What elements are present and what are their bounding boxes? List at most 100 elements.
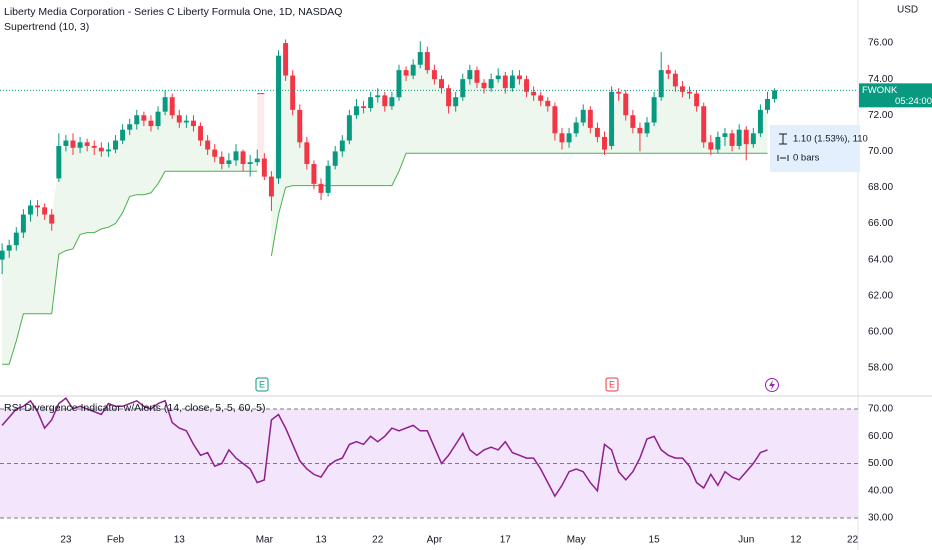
- trend-fill: [271, 58, 768, 257]
- candle-body: [417, 52, 423, 65]
- candle-body: [311, 163, 317, 184]
- event-earnings-1[interactable]: E: [255, 377, 269, 392]
- candle-body: [113, 140, 118, 150]
- candle-body: [283, 43, 289, 76]
- price-tag-box: [859, 83, 932, 108]
- candle-body: [623, 93, 629, 116]
- candle-body: [98, 147, 104, 152]
- candle-body: [226, 160, 232, 164]
- candle-body: [361, 106, 367, 109]
- candle-body: [460, 79, 466, 98]
- candle-body: [162, 97, 168, 112]
- candle-body: [687, 91, 693, 94]
- candle-body: [35, 205, 41, 208]
- y-tick-label: 66.00: [868, 218, 893, 229]
- x-tick-label: 13: [315, 535, 327, 546]
- y-tick-label: 70.00: [868, 146, 893, 157]
- candle-body: [403, 70, 409, 76]
- candle-body: [198, 126, 204, 141]
- trend-fill: [2, 104, 258, 365]
- y-tick-label: 60.00: [868, 431, 893, 442]
- candle-body: [63, 140, 69, 146]
- candle-body: [446, 88, 452, 107]
- candle-body: [389, 97, 395, 107]
- candle-body: [169, 97, 175, 116]
- candle-body: [325, 165, 331, 193]
- y-tick-label: 58.00: [868, 363, 893, 374]
- rsi-title: RSI Divergence Indicator w/Alerts (14, c…: [4, 402, 265, 414]
- y-tick-label: 50.00: [868, 458, 893, 469]
- candle-body: [502, 75, 508, 89]
- candle-body: [290, 75, 296, 110]
- candle-body: [467, 70, 473, 80]
- candle-body: [49, 214, 55, 224]
- y-tick-label: 64.00: [868, 254, 893, 265]
- candle-body: [0, 250, 5, 260]
- event-earnings-2[interactable]: E: [605, 377, 619, 392]
- candle-body: [84, 142, 90, 146]
- candle-body: [722, 133, 728, 137]
- candle-body: [616, 91, 622, 94]
- candle-body: [729, 133, 735, 146]
- x-tick-label: 12: [790, 535, 802, 546]
- candle-body: [552, 106, 558, 134]
- x-tick-label: Mar: [256, 535, 274, 546]
- candle-body: [268, 176, 274, 197]
- y-tick-label: 72.00: [868, 110, 893, 121]
- candle-body: [573, 122, 579, 134]
- event-dividend[interactable]: [765, 378, 779, 392]
- x-tick-label: 23: [60, 535, 72, 546]
- candle-body: [190, 120, 196, 127]
- candle-body: [396, 70, 402, 98]
- price-tag: FWONK 05:24:00: [859, 83, 932, 108]
- candle-body: [538, 95, 544, 101]
- candle-body: [353, 106, 359, 116]
- candle-body: [183, 120, 189, 123]
- rsi-line: [1, 397, 768, 498]
- candle-body: [772, 90, 778, 100]
- x-tick-label: 22: [372, 535, 384, 546]
- candle-body: [672, 73, 678, 87]
- candle-body: [651, 97, 657, 123]
- candle-body: [346, 115, 352, 141]
- candle-body: [453, 97, 459, 107]
- supertrend-line: [2, 152, 768, 365]
- candle-body: [247, 162, 253, 164]
- candle-body: [658, 70, 664, 98]
- candle-body: [630, 115, 636, 128]
- event-label: E: [259, 379, 265, 389]
- candle-body: [148, 120, 154, 127]
- candle-body: [602, 136, 607, 150]
- candle-body: [134, 115, 140, 125]
- candle-body: [20, 214, 26, 233]
- candle-body: [410, 64, 416, 76]
- candle-body: [304, 142, 310, 164]
- candle-body: [375, 95, 381, 98]
- y-tick-label: 74.00: [868, 74, 893, 85]
- event-label: E: [609, 379, 615, 389]
- y-tick-label: 62.00: [868, 290, 893, 301]
- candle-body: [261, 158, 267, 177]
- candle-body: [736, 129, 742, 146]
- candle-body: [176, 115, 182, 123]
- measure-bars: 0 bars: [793, 153, 820, 164]
- candle-body: [42, 207, 48, 215]
- candle-body: [141, 115, 147, 121]
- candle-body: [644, 122, 650, 134]
- candle-body: [708, 142, 714, 150]
- candle-body: [679, 86, 685, 92]
- candle-body: [155, 111, 161, 127]
- price-tag-symbol: FWONK: [862, 85, 898, 96]
- candle-body: [743, 129, 749, 145]
- candle-body: [77, 142, 83, 148]
- y-tick-label: 70.00: [868, 404, 893, 415]
- y-tick-label: 30.00: [868, 513, 893, 524]
- candle-body: [637, 127, 643, 134]
- candle-body: [127, 124, 133, 130]
- indicator-label: Supertrend (10, 3): [4, 21, 89, 33]
- candle-body: [587, 109, 593, 128]
- x-tick-label: Apr: [427, 535, 443, 546]
- candle-body: [765, 99, 770, 110]
- candle-body: [566, 133, 572, 143]
- price-tag-countdown: 05:24:00: [895, 96, 932, 107]
